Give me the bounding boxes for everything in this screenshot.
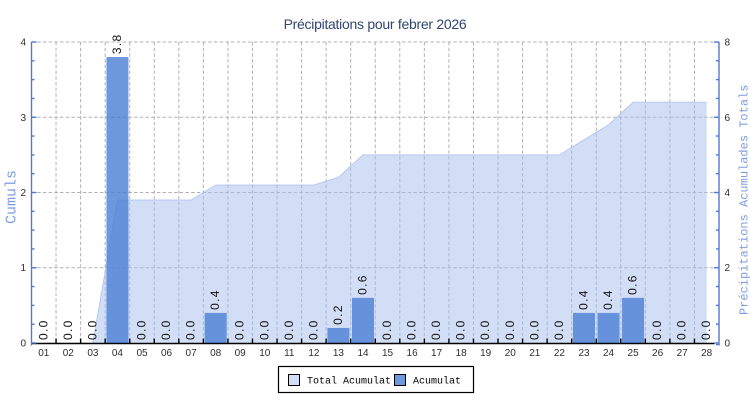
svg-text:11: 11 <box>284 348 295 359</box>
svg-text:2: 2 <box>20 188 26 199</box>
svg-text:0.0: 0.0 <box>527 319 541 340</box>
svg-text:21: 21 <box>529 348 541 359</box>
svg-text:22: 22 <box>554 348 566 359</box>
svg-text:Total Acumulat: Total Acumulat <box>307 376 391 388</box>
svg-text:0.0: 0.0 <box>675 319 689 340</box>
svg-text:28: 28 <box>701 348 713 359</box>
svg-text:0.4: 0.4 <box>577 289 591 310</box>
svg-text:8: 8 <box>725 38 731 49</box>
svg-text:16: 16 <box>407 348 419 359</box>
svg-text:12: 12 <box>308 348 320 359</box>
svg-text:0.0: 0.0 <box>282 319 296 340</box>
svg-text:0.0: 0.0 <box>454 319 468 340</box>
svg-text:27: 27 <box>677 348 689 359</box>
svg-text:3: 3 <box>20 113 26 124</box>
svg-text:0.0: 0.0 <box>699 319 713 340</box>
svg-text:Précipitations pour febrer 202: Précipitations pour febrer 2026 <box>284 16 467 32</box>
svg-text:05: 05 <box>136 348 148 359</box>
svg-text:23: 23 <box>578 348 590 359</box>
svg-text:04: 04 <box>112 348 124 359</box>
svg-text:0.6: 0.6 <box>356 274 370 295</box>
svg-text:0.0: 0.0 <box>429 319 443 340</box>
svg-text:0.0: 0.0 <box>257 319 271 340</box>
svg-text:24: 24 <box>603 348 615 359</box>
svg-text:18: 18 <box>456 348 468 359</box>
svg-text:03: 03 <box>87 348 99 359</box>
svg-text:0: 0 <box>725 339 731 350</box>
svg-text:0.0: 0.0 <box>650 319 664 340</box>
svg-text:0.0: 0.0 <box>405 319 419 340</box>
svg-text:26: 26 <box>652 348 664 359</box>
svg-text:07: 07 <box>186 348 198 359</box>
svg-text:Précipitations Acumulades Tota: Précipitations Acumulades Totals <box>738 85 750 315</box>
svg-text:0.0: 0.0 <box>233 319 247 340</box>
svg-text:01: 01 <box>38 348 50 359</box>
svg-text:10: 10 <box>259 348 271 359</box>
svg-text:2: 2 <box>725 263 731 274</box>
svg-text:0.2: 0.2 <box>331 304 345 325</box>
svg-text:20: 20 <box>505 348 517 359</box>
svg-text:0.0: 0.0 <box>36 319 50 340</box>
svg-text:13: 13 <box>333 348 345 359</box>
svg-text:0.6: 0.6 <box>626 274 640 295</box>
svg-text:Cumuls: Cumuls <box>4 170 21 224</box>
svg-text:0: 0 <box>20 339 26 350</box>
svg-text:0.4: 0.4 <box>601 289 615 310</box>
svg-text:0.0: 0.0 <box>159 319 173 340</box>
svg-text:06: 06 <box>161 348 173 359</box>
svg-text:Acumulat: Acumulat <box>413 376 461 388</box>
svg-text:0.0: 0.0 <box>552 319 566 340</box>
svg-text:19: 19 <box>480 348 492 359</box>
svg-text:1: 1 <box>20 263 26 274</box>
svg-text:3.8: 3.8 <box>110 34 124 55</box>
svg-text:15: 15 <box>382 348 394 359</box>
svg-text:4: 4 <box>20 38 26 49</box>
svg-text:0.0: 0.0 <box>478 319 492 340</box>
svg-text:0.0: 0.0 <box>135 319 149 340</box>
svg-text:0.0: 0.0 <box>503 319 517 340</box>
svg-text:02: 02 <box>63 348 75 359</box>
svg-text:09: 09 <box>235 348 247 359</box>
svg-text:0.0: 0.0 <box>380 319 394 340</box>
svg-text:0.0: 0.0 <box>85 319 99 340</box>
svg-text:0.0: 0.0 <box>61 319 75 340</box>
svg-text:6: 6 <box>725 113 731 124</box>
svg-text:25: 25 <box>628 348 640 359</box>
svg-text:4: 4 <box>725 188 731 199</box>
svg-text:08: 08 <box>210 348 222 359</box>
svg-text:17: 17 <box>431 348 443 359</box>
svg-text:0.4: 0.4 <box>208 289 222 310</box>
svg-text:0.0: 0.0 <box>184 319 198 340</box>
svg-text:14: 14 <box>357 348 369 359</box>
svg-text:0.0: 0.0 <box>306 319 320 340</box>
